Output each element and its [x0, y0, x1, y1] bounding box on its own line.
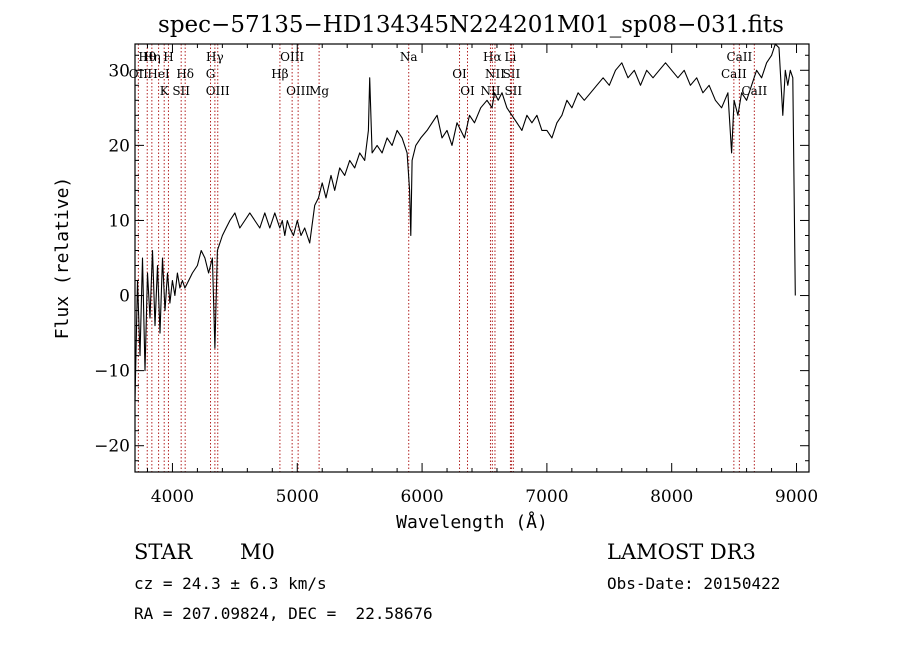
line-label-14: Mg: [309, 84, 329, 98]
line-label-0: Hθ: [138, 50, 156, 64]
y-axis-label: Flux (relative): [52, 177, 73, 340]
x-tick-label-0: 4000: [151, 487, 194, 507]
survey-label: LAMOST DR3: [607, 540, 756, 564]
line-label-8: OIII: [206, 84, 230, 98]
line-label-6: Hη: [143, 50, 161, 64]
line-label-17: OI: [460, 84, 475, 98]
line-label-13: Hβ: [271, 67, 288, 81]
obs-date-label: Obs-Date: 20150422: [607, 574, 781, 593]
y-tick-label-1: −10: [94, 362, 130, 382]
spectrum-line: [134, 43, 796, 401]
y-tick-label-0: −20: [94, 437, 130, 457]
y-tick-label-5: 30: [108, 61, 130, 81]
plot-frame: [134, 43, 810, 473]
line-label-10: G: [206, 67, 216, 81]
x-tick-label-3: 7000: [525, 487, 568, 507]
x-tick-label-2: 6000: [400, 487, 443, 507]
object-subclass: M0: [240, 540, 275, 564]
line-label-24: CaII: [726, 50, 752, 64]
line-label-3: H: [163, 50, 173, 64]
x-tick-label-5: 9000: [775, 487, 818, 507]
coords-label: RA = 207.09824, DEC = 22.58676: [134, 604, 433, 623]
line-label-21: Li: [505, 50, 517, 64]
x-tick-label-4: 8000: [650, 487, 693, 507]
x-tick-label-1: 5000: [276, 487, 319, 507]
line-label-15: Na: [400, 50, 418, 64]
line-label-9: Hγ: [206, 50, 224, 64]
chart-title: spec−57135−HD134345N224201M01_sp08−031.f…: [158, 12, 784, 38]
line-label-4: HeI: [147, 67, 170, 81]
line-label-1: OII: [129, 67, 149, 81]
line-label-2: K: [160, 84, 170, 98]
line-label-19: SII: [503, 67, 521, 81]
line-label-23: SII: [504, 84, 522, 98]
line-label-20: NII: [480, 84, 500, 98]
line-label-16: OI: [452, 67, 467, 81]
object-class: STAR: [134, 540, 193, 564]
line-label-5: SII: [172, 84, 190, 98]
line-label-25: CaII: [721, 67, 747, 81]
y-tick-label-3: 10: [108, 211, 130, 231]
y-tick-label-4: 20: [108, 136, 130, 156]
redshift-label: cz = 24.3 ± 6.3 km/s: [134, 574, 327, 593]
line-label-12: OIII: [280, 50, 304, 64]
line-label-22: NII: [485, 67, 505, 81]
line-label-18: Hα: [483, 50, 502, 64]
line-label-7: Hδ: [176, 67, 194, 81]
x-axis-label: Wavelength (Å): [396, 511, 548, 533]
line-label-26: CaII: [741, 84, 767, 98]
line-label-11: OIII: [286, 84, 310, 98]
y-tick-label-2: 0: [119, 287, 130, 307]
